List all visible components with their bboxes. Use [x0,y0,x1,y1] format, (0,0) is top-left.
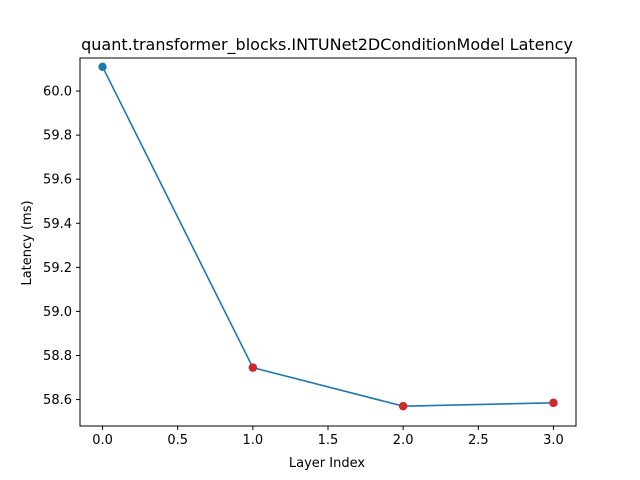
x-axis-label: Layer Index [289,456,365,471]
y-tick-label: 60.0 [43,85,72,100]
highlighted-point [248,363,258,372]
x-tick-label: 2.5 [468,433,489,448]
highlighted-point [398,401,408,411]
axis-ticks: 0.0 0.5 1.0 1.5 2.0 2.5 3.0 58.6 58.8 59.0 59.2 59.… [43,85,564,448]
x-tick-label: 0.0 [92,433,113,448]
x-tick-label: 2.0 [393,433,414,448]
y-tick-label: 58.6 [43,393,72,408]
x-tick-label: 1.5 [318,433,339,448]
y-tick-label: 58.8 [43,349,72,364]
axes-frame [79,57,577,427]
y-tick-label: 59.0 [43,305,72,320]
x-tick-label: 0.5 [167,433,188,448]
series-group [98,62,558,411]
data-point [98,62,107,72]
x-tick-label: 1.0 [243,433,264,448]
y-tick-label: 59.2 [43,261,72,276]
y-axis-label: Latency (ms) [20,200,35,285]
y-tick-label: 59.8 [43,129,72,144]
x-tick-label: 3.0 [543,433,564,448]
chart-title: quant.transformer_blocks.INTUNet2DCondit… [81,35,573,55]
highlighted-point [549,398,558,408]
series-line [101,66,554,407]
y-tick-label: 59.4 [43,217,72,232]
y-tick-label: 59.6 [43,173,72,188]
